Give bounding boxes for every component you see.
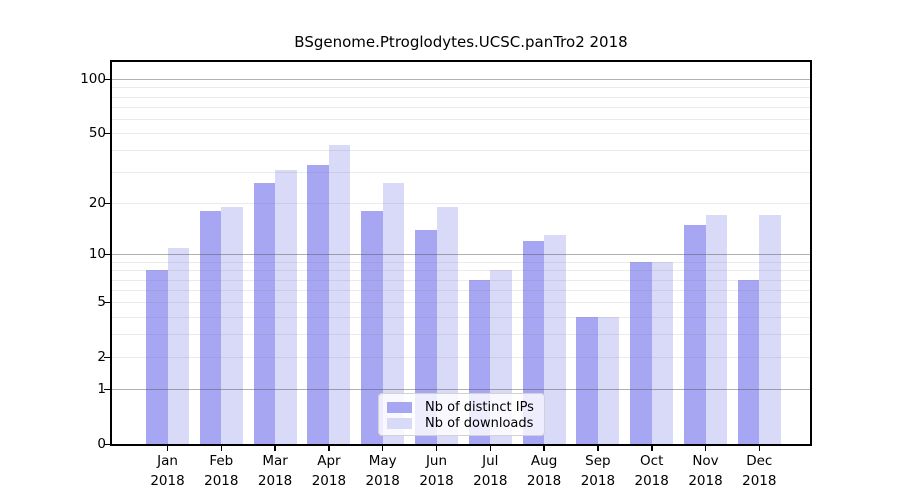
y-tick-mark-10: [104, 253, 110, 256]
bar-downloads-aug: [544, 235, 566, 444]
y-tick-mark-20: [104, 202, 110, 205]
x-tick-label-sep: Sep 2018: [580, 453, 616, 489]
bar-downloads-feb: [221, 207, 243, 444]
y-tick-mark-2: [104, 356, 110, 359]
legend-row-ips: Nb of distinct IPs: [387, 399, 536, 415]
bar-ips-dec: [737, 279, 760, 444]
bar-ips-feb: [199, 211, 222, 444]
legend: Nb of distinct IPs Nb of downloads: [378, 393, 545, 436]
bar-ips-may: [361, 211, 383, 444]
x-tick-mark-jul: [489, 446, 491, 451]
x-tick-mark-feb: [220, 446, 223, 451]
x-tick-label-oct: Oct 2018: [634, 453, 669, 489]
y-tick-mark-0: [104, 443, 110, 445]
y-tick-label-100: 100: [80, 71, 106, 87]
plot-area: [110, 60, 812, 446]
x-tick-mark-aug: [543, 446, 545, 451]
bars-layer: [112, 62, 810, 444]
y-tick-label-20: 20: [88, 195, 106, 212]
y-tick-label-5: 5: [97, 294, 106, 311]
x-tick-label-jan: Jan 2018: [150, 453, 185, 489]
x-tick-label-feb: Feb 2018: [204, 453, 239, 489]
y-tick-label-0: 0: [97, 436, 106, 452]
bar-downloads-dec: [759, 215, 781, 444]
chart-title: BSgenome.Ptroglodytes.UCSC.panTro2 2018: [294, 33, 628, 51]
bar-ips-oct: [630, 261, 652, 444]
bar-ips-mar: [253, 183, 276, 444]
bar-downloads-may: [382, 183, 405, 444]
y-tick-mark-100: [104, 78, 110, 80]
y-tick-label-50: 50: [88, 125, 106, 141]
x-tick-label-dec: Dec 2018: [742, 453, 777, 489]
bar-ips-sep: [576, 316, 598, 444]
x-tick-label-nov: Nov 2018: [688, 453, 723, 489]
x-tick-mark-jan: [166, 446, 169, 451]
bar-ips-jun: [415, 229, 437, 444]
bar-downloads-sep: [597, 316, 620, 444]
x-tick-label-apr: Apr 2018: [311, 453, 347, 489]
x-tick-label-aug: Aug 2018: [526, 453, 562, 489]
x-tick-mark-jun: [435, 446, 438, 451]
bar-downloads-oct: [651, 261, 674, 444]
bar-downloads-mar: [275, 169, 297, 444]
y-tick-mark-1: [104, 388, 110, 391]
bar-downloads-apr: [328, 144, 351, 444]
x-tick-mark-nov: [704, 446, 707, 451]
y-tick-label-1: 1: [97, 381, 106, 398]
y-tick-label-10: 10: [88, 246, 106, 263]
x-tick-mark-dec: [758, 446, 760, 451]
bar-ips-nov: [684, 224, 706, 444]
bar-downloads-jun: [436, 207, 458, 444]
x-tick-mark-apr: [328, 446, 330, 451]
x-tick-mark-sep: [597, 446, 599, 451]
bar-ips-apr: [307, 165, 329, 444]
legend-swatch-downloads: [387, 417, 412, 429]
legend-row-downloads: Nb of downloads: [387, 415, 536, 431]
legend-label: Nb of downloads: [425, 415, 534, 431]
x-tick-label-jun: Jun 2018: [419, 453, 454, 489]
bar-downloads-nov: [705, 215, 727, 444]
y-tick-mark-5: [104, 301, 110, 304]
x-tick-mark-mar: [274, 446, 276, 451]
y-tick-mark-50: [104, 132, 110, 134]
legend-swatch-ips: [387, 401, 412, 413]
x-tick-label-mar: Mar 2018: [257, 453, 293, 489]
x-tick-mark-oct: [651, 446, 653, 451]
bar-downloads-jan: [167, 247, 189, 444]
legend-label: Nb of distinct IPs: [425, 399, 534, 415]
y-tick-label-2: 2: [97, 349, 106, 366]
bar-ips-jan: [146, 270, 168, 444]
x-tick-label-may: May 2018: [365, 453, 400, 489]
x-tick-label-jul: Jul 2018: [473, 453, 508, 489]
x-tick-mark-may: [381, 446, 384, 451]
